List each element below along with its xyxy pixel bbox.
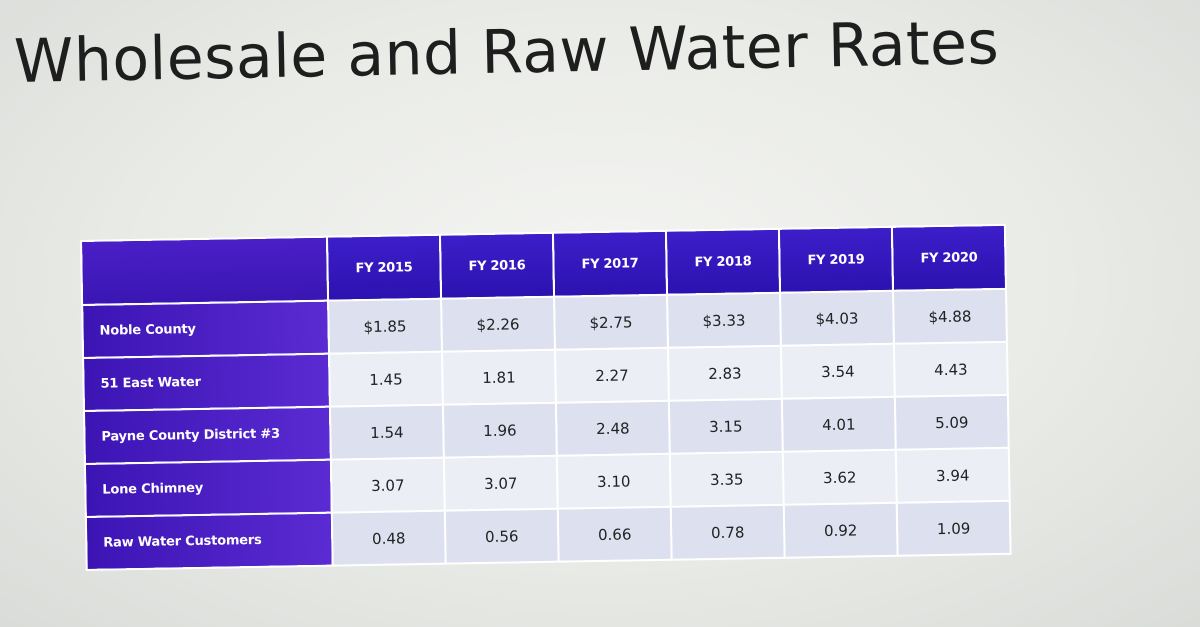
rate-cell: 3.62 (782, 449, 897, 505)
rate-cell: 3.15 (668, 398, 783, 454)
rate-cell: $3.33 (667, 292, 781, 348)
column-header: FY 2020 (891, 224, 1006, 291)
rate-cell: $2.26 (441, 296, 555, 352)
rate-cell: 4.01 (781, 396, 896, 452)
rate-cell: 1.54 (329, 404, 444, 460)
row-label: Noble County (82, 300, 330, 358)
rate-cell: 0.66 (557, 506, 672, 562)
rates-table: FY 2015 FY 2016 FY 2017 FY 2018 FY 2019 … (80, 224, 1012, 571)
column-header: FY 2016 (439, 232, 555, 299)
row-label: Lone Chimney (84, 459, 332, 517)
rate-cell: 0.78 (670, 504, 785, 560)
rate-cell: $2.75 (554, 294, 668, 350)
column-header: FY 2018 (665, 228, 781, 295)
rate-cell: 3.35 (669, 451, 784, 507)
rate-cell: 3.94 (895, 447, 1010, 503)
rate-cell: 3.10 (556, 453, 671, 509)
column-header: FY 2015 (326, 234, 442, 301)
rate-cell: 2.83 (667, 345, 782, 401)
table-corner-cell (81, 236, 329, 305)
rate-cell: 5.09 (894, 394, 1009, 450)
rate-cell: 1.09 (896, 500, 1011, 556)
rate-cell: 4.43 (893, 341, 1008, 397)
rate-cell: 1.96 (442, 402, 557, 458)
slide-title: Wholesale and Raw Water Rates (13, 8, 1000, 97)
rate-cell: 3.07 (443, 455, 558, 511)
column-header: FY 2019 (778, 226, 894, 293)
rate-cell: $4.03 (780, 290, 894, 346)
column-header: FY 2017 (552, 230, 668, 297)
rate-cell: 1.81 (442, 349, 556, 405)
row-label: 51 East Water (83, 353, 330, 411)
rate-cell: 0.48 (331, 510, 446, 566)
rate-cell: 1.45 (329, 351, 443, 407)
rate-cell: 2.48 (555, 400, 670, 456)
rates-table-container: FY 2015 FY 2016 FY 2017 FY 2018 FY 2019 … (80, 224, 1012, 571)
rate-cell: $1.85 (328, 298, 443, 354)
rate-cell: 3.54 (780, 343, 895, 399)
rate-cell: 0.56 (444, 508, 559, 564)
rate-cell: 3.07 (330, 457, 445, 513)
row-label: Payne County District #3 (83, 406, 331, 464)
row-label: Raw Water Customers (85, 512, 333, 570)
rate-cell: 2.27 (554, 347, 669, 403)
rate-cell: 0.92 (783, 502, 898, 558)
rate-cell: $4.88 (893, 288, 1007, 344)
